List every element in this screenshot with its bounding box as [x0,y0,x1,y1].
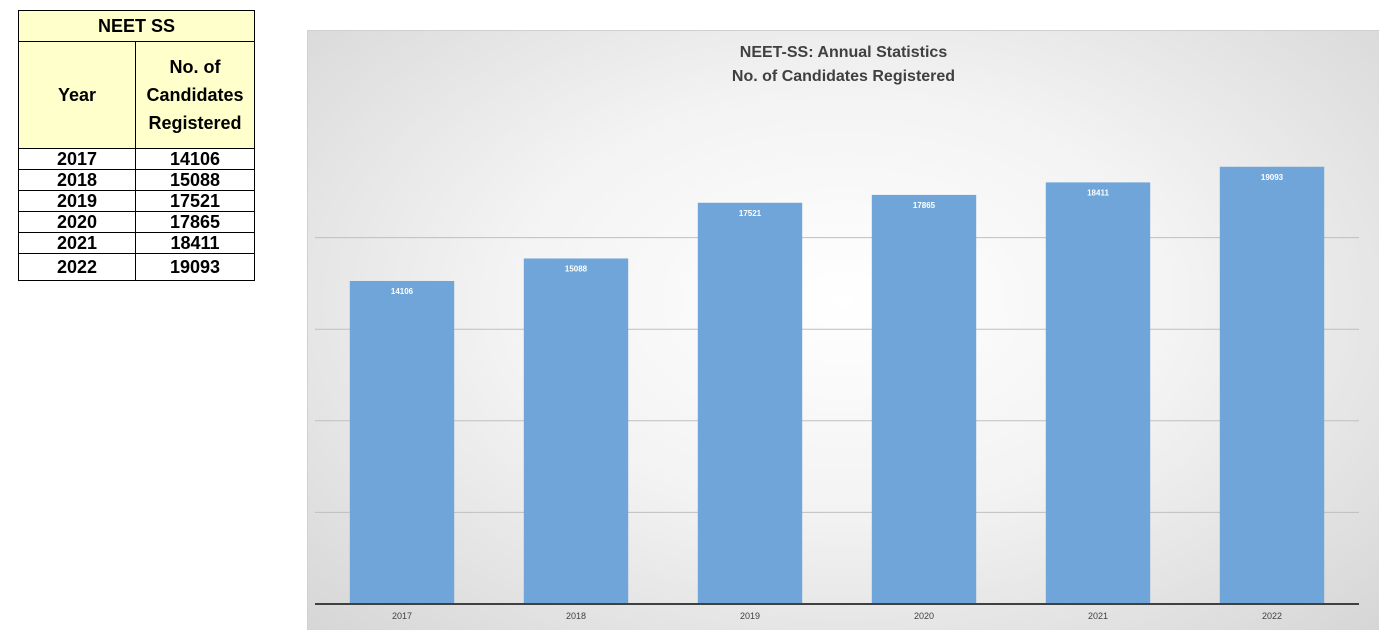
bar [1219,166,1325,604]
chart-title-block: NEET-SS: Annual Statistics No. of Candid… [308,41,1379,89]
x-tick-label: 2018 [566,611,586,621]
table-row: 2017 14106 [18,148,255,170]
bar-data-label: 15088 [565,264,588,273]
table-row: 2020 17865 [18,211,255,233]
bar-data-label: 17865 [913,201,936,210]
count-header-line: No. of [169,57,221,77]
bar [349,280,455,604]
bar-data-label: 17521 [739,209,762,218]
count-cell: 19093 [135,253,255,281]
x-tick-label: 2022 [1262,611,1282,621]
year-cell: 2019 [18,190,136,212]
bar-chart: NEET-SS: Annual Statistics No. of Candid… [307,30,1379,630]
bar-data-label: 18411 [1087,188,1109,197]
year-cell: 2018 [18,169,136,191]
chart-plot-area: 14106 2017 15088 2018 17521 2019 17865 2020 1841… [315,166,1359,621]
count-cell: 17865 [135,211,255,233]
table-row: 2022 19093 [18,253,255,281]
x-tick-label: 2019 [740,611,760,621]
bar [1045,182,1151,604]
bar [697,202,803,604]
year-column-header: Year [18,41,136,149]
count-cell: 15088 [135,169,255,191]
year-cell: 2021 [18,232,136,254]
year-cell: 2017 [18,148,136,170]
table-title: NEET SS [18,10,255,42]
count-header-line: Candidates [146,85,244,105]
count-column-header: No. of Candidates Registered [135,41,255,149]
bar-data-label: 14106 [391,287,414,296]
count-cell: 14106 [135,148,255,170]
count-header-line: Registered [148,113,242,133]
statistics-table: NEET SS Year No. of Candidates Registere… [18,10,255,281]
table-row: 2021 18411 [18,232,255,254]
chart-subtitle: No. of Candidates Registered [731,68,956,85]
x-tick-label: 2020 [914,611,934,621]
year-cell: 2020 [18,211,136,233]
year-cell: 2022 [18,253,136,281]
x-tick-label: 2021 [1088,611,1108,621]
count-cell: 17521 [135,190,255,212]
table-row: 2019 17521 [18,190,255,212]
bar-data-label: 19093 [1261,173,1284,182]
chart-title: NEET-SS: Annual Statistics [739,44,948,61]
x-tick-label: 2017 [392,611,412,621]
bar [523,258,629,604]
count-cell: 18411 [135,232,255,254]
table-row: 2018 15088 [18,169,255,191]
bar [871,194,977,605]
